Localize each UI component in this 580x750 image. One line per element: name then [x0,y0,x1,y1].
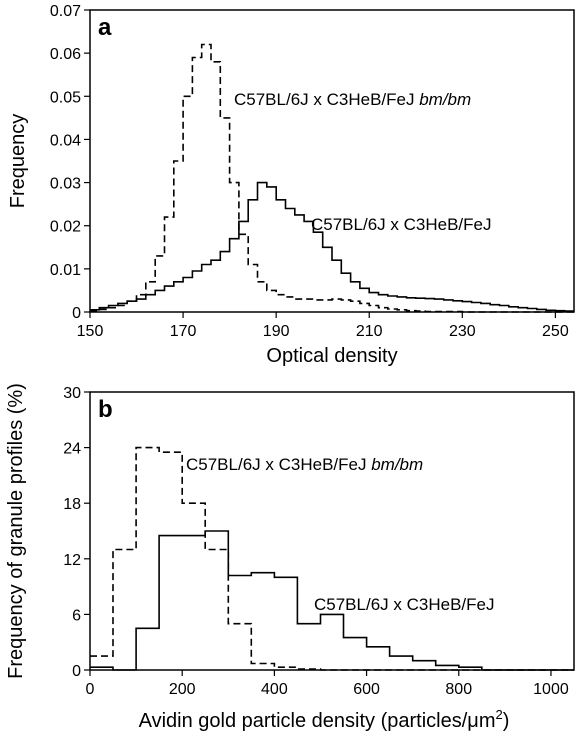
panel-b-x-tick-label-1: 200 [169,681,196,698]
panel-a-y-tick-label-1: 0.01 [50,262,81,279]
panel-a-series [90,43,574,313]
panel-a-y-tick-label-3: 0.03 [50,176,81,193]
panel-b-letter: b [98,396,113,423]
panel-b: b 0 200 400 600 800 1000 0 6 12 18 24 30 Avidin go… [5,383,575,732]
panel-a-x-ticks: 150 170 190 210 230 250 [77,312,569,340]
panel-b-x-axis-title-superscript: 2 [495,707,502,722]
panel-b-dashed-annotation: C57BL/6J x C3HeB/FeJ bm/bm [186,455,423,474]
panel-b-x-tick-label-3: 600 [353,681,380,698]
panel-b-series-1-line [90,530,574,671]
panel-b-y-tick-label-1: 6 [72,607,81,624]
panel-b-series [90,446,574,671]
panel-a-x-axis-title: Optical density [266,345,397,367]
panel-a-x-tick-label-5: 250 [542,323,569,340]
panel-a: a 150 170 190 210 230 250 0 0.01 0.02 0.03 0.04 0.… [7,3,575,367]
panel-a-solid-annotation: C57BL/6J x C3HeB/FeJ [311,215,491,234]
panel-b-y-tick-label-5: 30 [63,385,81,402]
panel-b-x-tick-label-2: 400 [261,681,288,698]
panel-a-x-tick-label-1: 170 [170,323,197,340]
panel-b-x-axis-title-close: ) [503,710,510,732]
panel-b-x-tick-label-5: 1000 [533,681,569,698]
panel-a-y-tick-label-0: 0 [72,305,81,322]
panel-a-y-tick-label-4: 0.04 [50,132,81,149]
panel-a-x-tick-label-2: 190 [263,323,290,340]
panel-b-dashed-annotation-italic: bm/bm [371,455,423,474]
panel-a-y-axis-title: Frequency [7,114,29,209]
panel-a-y-tick-label-6: 0.06 [50,46,81,63]
panel-b-x-ticks: 0 200 400 600 800 1000 [86,670,569,698]
panel-b-x-tick-label-4: 800 [445,681,472,698]
panel-b-x-axis-title-text: Avidin gold particle density (particles/… [139,710,496,732]
panel-a-series-2-line [90,43,574,313]
panel-a-x-tick-label-3: 210 [356,323,383,340]
panel-a-y-tick-label-2: 0.02 [50,219,81,236]
panel-a-series-1-line [90,181,574,312]
panel-b-y-tick-label-4: 24 [63,441,81,458]
panel-b-y-axis-title: Frequency of granule profiles (%) [5,383,27,679]
panel-b-series-2-line [90,446,574,671]
panel-a-x-tick-label-0: 150 [77,323,104,340]
panel-a-y-tick-label-5: 0.05 [50,89,81,106]
panel-a-dashed-annotation: C57BL/6J x C3HeB/FeJ bm/bm [234,90,471,109]
panel-b-solid-annotation: C57BL/6J x C3HeB/FeJ [314,595,494,614]
panel-a-dashed-annotation-italic: bm/bm [419,90,471,109]
panel-b-y-tick-label-3: 18 [63,496,81,513]
panel-a-frame [89,9,575,313]
panel-b-y-tick-label-2: 12 [63,552,81,569]
panel-b-frame [89,391,575,671]
panel-b-dashed-annotation-text: C57BL/6J x C3HeB/FeJ [186,455,371,474]
panel-a-y-tick-label-7: 0.07 [50,3,81,20]
panel-a-dashed-annotation-text: C57BL/6J x C3HeB/FeJ [234,90,419,109]
panel-a-y-ticks: 0 0.01 0.02 0.03 0.04 0.05 0.06 0.07 [50,3,90,322]
panel-a-x-tick-label-4: 230 [449,323,476,340]
panel-b-x-tick-label-0: 0 [86,681,95,698]
panel-b-y-tick-label-0: 0 [72,663,81,680]
panel-b-x-axis-title: Avidin gold particle density (particles/… [139,707,510,732]
panel-a-letter: a [98,14,112,41]
panel-b-y-ticks: 0 6 12 18 24 30 [63,385,90,680]
